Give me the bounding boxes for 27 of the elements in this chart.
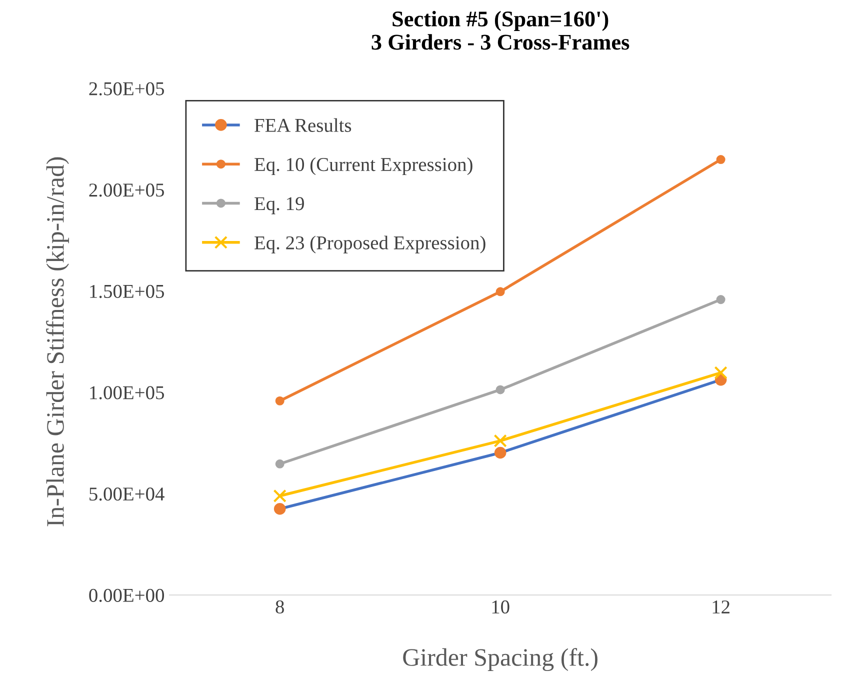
point	[275, 396, 284, 406]
y-tick-label: 1.50E+05	[90, 284, 164, 298]
point	[273, 489, 286, 503]
x-axis-title: Girder Spacing (ft.)	[403, 648, 598, 672]
point	[496, 287, 505, 296]
point	[496, 385, 505, 394]
legend-label: FEA Results	[254, 118, 352, 132]
y-tick-label: 2.50E+05	[89, 82, 164, 96]
point	[494, 434, 507, 448]
y-tick-label: 5.00E+04	[90, 487, 164, 501]
point	[275, 459, 284, 468]
legend-label: Eq. 10 (Current Expression)	[254, 157, 472, 176]
x-tick-label: 10	[492, 600, 510, 614]
point	[714, 366, 728, 380]
x-tick-label: 8	[276, 600, 284, 614]
y-tick-label: 0.00E+00	[89, 588, 164, 602]
point	[494, 446, 506, 459]
point	[716, 155, 726, 164]
x-tick-label: 12	[712, 600, 730, 614]
y-tick-label: 1.00E+05	[90, 386, 164, 400]
legend-label: Eq. 19	[254, 197, 304, 214]
point	[274, 502, 286, 515]
point	[716, 295, 726, 304]
chart-title: Section #5 (Span=160') 3 Girders - 3 Cross-Frames	[372, 10, 630, 50]
y-axis-title: In-Plane Girder Stiffness (kip-in/rad)	[46, 157, 69, 526]
y-tick-label: 2.00E+05	[89, 184, 164, 197]
legend-label: Eq. 23 (Proposed Expression)	[254, 236, 486, 254]
